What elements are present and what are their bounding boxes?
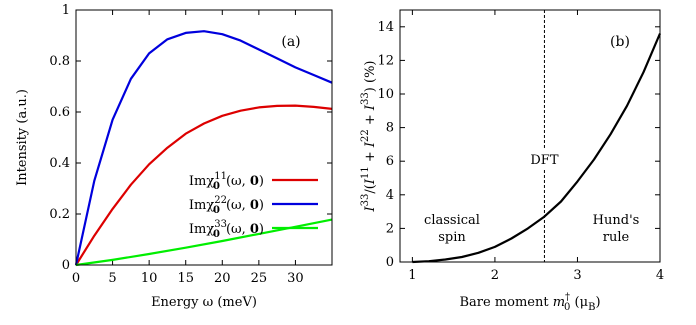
series-line-11 bbox=[75, 104, 333, 266]
panel-a-x-tick-label: 10 bbox=[141, 271, 158, 286]
panel-b-frame bbox=[399, 9, 661, 263]
dft-label-background bbox=[524, 150, 565, 170]
annotation-text: classical bbox=[424, 213, 480, 228]
panel-b-y-tick-label: 4 bbox=[386, 188, 394, 203]
panel-a-y-tick-label: 0.2 bbox=[49, 207, 70, 222]
panel-b-y-axis-label: I33/(I11 + I22 + I33) (%) bbox=[360, 61, 378, 213]
panel-b-annotations: classical spin Hund's rule bbox=[424, 213, 639, 245]
panel-a-x-tick-label: 30 bbox=[287, 271, 304, 286]
panel-b-y-tick-label: 2 bbox=[386, 221, 394, 236]
panel-a-ticks: 0 5 10 15 20 25 30 0 0.2 0.4 0.6 0.8 1 bbox=[49, 3, 332, 286]
panel-b-y-tick-label: 12 bbox=[377, 53, 394, 68]
panel-b-x-tick-label: 4 bbox=[656, 268, 664, 283]
panel-b-series bbox=[412, 33, 662, 264]
legend-entry-33: Imχ33 0 (ω, 0) bbox=[189, 219, 264, 240]
panel-b-y-tick-label: 8 bbox=[386, 121, 394, 136]
panel-b-y-tick-label: 10 bbox=[377, 87, 394, 102]
panel-a-frame bbox=[75, 9, 333, 266]
annotation-text: rule bbox=[603, 230, 630, 245]
panel-b-x-tick-label: 2 bbox=[491, 268, 499, 283]
panel-b-label: (b) bbox=[610, 34, 630, 50]
annotation-text: spin bbox=[438, 230, 466, 245]
panel-a-y-tick-label: 0.8 bbox=[49, 54, 70, 69]
panel-b-y-tick-label: 14 bbox=[377, 20, 394, 35]
panel-a-y-tick-label: 1 bbox=[62, 3, 70, 18]
panel-a-label: (a) bbox=[281, 34, 300, 50]
legend-entry-22: Imχ22 0 (ω, 0) bbox=[189, 195, 264, 216]
annotation-text: Hund's bbox=[593, 213, 640, 228]
panel-a-x-tick-label: 0 bbox=[72, 271, 80, 286]
ratio-curve bbox=[412, 33, 662, 264]
panel-a-x-tick-label: 15 bbox=[177, 271, 194, 286]
panel-b-x-tick-label: 3 bbox=[573, 268, 581, 283]
panel-a-x-tick-label: 25 bbox=[251, 271, 268, 286]
dft-label: DFT bbox=[530, 153, 558, 168]
panel-a-y-axis-label: Intensity (a.u.) bbox=[15, 89, 30, 186]
panel-b-x-tick-label: 1 bbox=[408, 268, 416, 283]
legend-entry-11: Imχ11 0 (ω, 0) bbox=[189, 171, 264, 192]
panel-a-y-tick-label: 0.6 bbox=[49, 105, 70, 120]
panel-b-x-axis-label: Bare moment m† 0 (μB) bbox=[459, 292, 600, 313]
panel-a-legend: Imχ11 0 (ω, 0) Imχ22 0 (ω, 0) Imχ33 0 (ω, 0) bbox=[189, 171, 318, 240]
panel-a-x-tick-label: 5 bbox=[108, 271, 116, 286]
panel-a-x-tick-label: 20 bbox=[214, 271, 231, 286]
panel-b-y-tick-label: 0 bbox=[386, 255, 394, 270]
panel-a-y-tick-label: 0 bbox=[62, 258, 70, 273]
series-line-22 bbox=[74, 30, 333, 266]
panel-a-y-tick-label: 0.4 bbox=[49, 156, 70, 171]
panel-a: 0 5 10 15 20 25 30 0 0.2 0.4 0.6 0.8 1 (a) Energy ω … bbox=[15, 3, 333, 310]
panel-a-x-axis-label: Energy ω (meV) bbox=[151, 295, 257, 310]
panel-b-y-tick-label: 6 bbox=[386, 154, 394, 169]
